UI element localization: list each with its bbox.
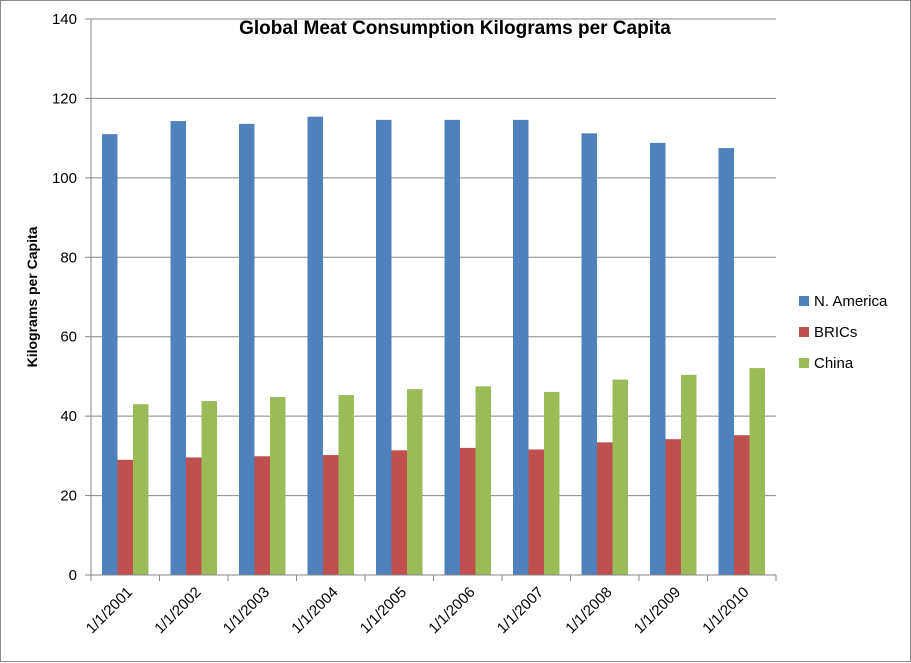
bar-china bbox=[681, 374, 697, 575]
bar-n-america bbox=[102, 134, 118, 575]
bar-china bbox=[749, 368, 765, 575]
bar-brics bbox=[254, 456, 270, 575]
bar-china bbox=[407, 389, 423, 575]
x-tick-label: 1/1/2003 bbox=[220, 584, 273, 637]
x-tick-label: 1/1/2004 bbox=[288, 584, 341, 637]
bar-china bbox=[475, 386, 491, 575]
bar-n-america bbox=[444, 119, 460, 576]
x-tick-label: 1/1/2005 bbox=[357, 584, 410, 637]
bar-brics bbox=[186, 457, 202, 575]
legend-label: N. America bbox=[814, 293, 888, 310]
legend-label: China bbox=[814, 355, 854, 372]
bar-brics bbox=[323, 455, 339, 575]
gridlines bbox=[91, 18, 776, 497]
bar-china bbox=[612, 379, 628, 575]
legend-swatch bbox=[799, 327, 809, 337]
bar-n-america bbox=[513, 119, 529, 576]
legend-label: BRICs bbox=[814, 324, 857, 341]
y-tick-label: 60 bbox=[60, 329, 77, 346]
y-tick-label: 140 bbox=[52, 11, 77, 28]
bar-brics bbox=[117, 459, 133, 575]
bar-n-america bbox=[581, 133, 597, 575]
bar-china bbox=[133, 404, 149, 575]
bar-brics bbox=[460, 447, 476, 575]
legend: N. America BRICs China bbox=[799, 293, 888, 372]
bar-n-america bbox=[650, 142, 666, 575]
bar-brics bbox=[665, 439, 681, 575]
bar-brics bbox=[528, 449, 544, 575]
x-tick-label: 1/1/2010 bbox=[699, 584, 752, 637]
bar-china bbox=[201, 401, 217, 575]
y-tick-label: 120 bbox=[52, 90, 77, 107]
bar-n-america bbox=[170, 121, 186, 576]
x-tick-label: 1/1/2001 bbox=[83, 584, 136, 637]
bar-brics bbox=[597, 442, 613, 575]
legend-swatch bbox=[799, 358, 809, 368]
bar-n-america bbox=[307, 116, 323, 575]
bar-brics bbox=[391, 450, 407, 575]
x-tick-label: 1/1/2009 bbox=[631, 584, 684, 637]
bars bbox=[102, 116, 765, 576]
chart-title: Global Meat Consumption Kilograms per Ca… bbox=[239, 18, 671, 39]
y-tick-label: 100 bbox=[52, 170, 77, 187]
x-axis-ticks: 1/1/2001 1/1/2002 1/1/2003 1/1/2004 1/1/2005… bbox=[83, 575, 777, 637]
bar-china bbox=[544, 391, 560, 575]
bar-n-america bbox=[718, 148, 734, 576]
bar-china bbox=[270, 397, 286, 575]
bar-n-america bbox=[376, 119, 392, 576]
y-tick-label: 20 bbox=[60, 488, 77, 505]
y-tick-label: 40 bbox=[60, 408, 77, 425]
bar-n-america bbox=[239, 123, 255, 576]
bar-china bbox=[338, 395, 354, 575]
x-tick-label: 1/1/2002 bbox=[151, 584, 204, 637]
y-tick-label: 80 bbox=[60, 249, 77, 266]
bar-brics bbox=[734, 435, 750, 575]
x-tick-label: 1/1/2007 bbox=[494, 584, 547, 637]
x-tick-label: 1/1/2006 bbox=[425, 584, 478, 637]
legend-swatch bbox=[799, 296, 809, 306]
x-tick-label: 1/1/2008 bbox=[562, 584, 615, 637]
y-axis-label: Kilograms per Capita bbox=[24, 226, 40, 367]
y-axis-ticks: 0 20 40 60 80 100 120 140 bbox=[52, 11, 91, 584]
y-tick-label: 0 bbox=[69, 567, 77, 584]
